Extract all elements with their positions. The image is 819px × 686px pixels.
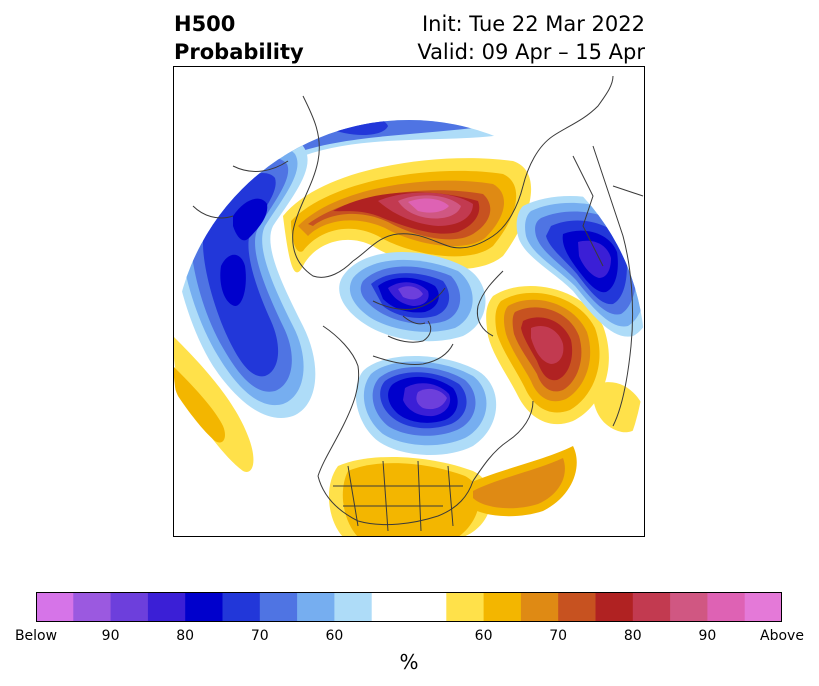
product-label: Probability: [174, 40, 304, 64]
warm-anomaly-se-us: [328, 446, 577, 537]
colorbar-cell: [222, 592, 261, 622]
colorbar-cell: [147, 592, 186, 622]
colorbar: [36, 592, 782, 622]
colorbar-tick-label: 90: [101, 628, 120, 644]
colorbar-tick-label: 90: [698, 628, 717, 644]
colorbar-tick-label: Below: [14, 628, 58, 644]
colorbar-tick-label: 80: [623, 628, 642, 644]
colorbar-cell: [73, 592, 112, 622]
colorbar-tick-label: Above: [760, 628, 804, 644]
colorbar-cell: [446, 592, 485, 622]
colorbar-cell: [707, 592, 746, 622]
colorbar-cell: [297, 592, 335, 622]
colorbar-cell: [409, 592, 447, 622]
colorbar-unit: %: [399, 650, 419, 674]
colorbar-cell: [371, 592, 410, 622]
colorbar-cell: [185, 592, 223, 622]
colorbar-cell: [110, 592, 149, 622]
colorbar-cell: [744, 592, 782, 622]
colorbar-tick-label: 70: [250, 628, 269, 644]
variable-label: H500: [174, 12, 236, 36]
colorbar-cell: [632, 592, 671, 622]
colorbar-cell: [36, 592, 74, 622]
valid-range: Valid: 09 Apr – 15 Apr: [417, 40, 645, 64]
colorbar-tick-label: 60: [325, 628, 344, 644]
cold-anomaly-greenland: [355, 356, 497, 456]
colorbar-cell: [558, 592, 596, 622]
init-date: Init: Tue 22 Mar 2022: [421, 12, 645, 36]
colorbar-cell: [595, 592, 634, 622]
warm-anomaly-n-canada: [283, 158, 532, 273]
coastlines: [192, 75, 644, 532]
warm-anomaly-e-pacific: [173, 336, 254, 472]
colorbar-cell: [334, 592, 373, 622]
colorbar-cell: [259, 592, 298, 622]
map-title: H500 Probability: [174, 10, 304, 66]
colorbar-tick-label: 70: [549, 628, 568, 644]
cold-anomaly-central-arctic: [339, 252, 486, 342]
warm-anomaly-atlantic: [592, 382, 644, 433]
warm-anomaly-scandinavia: [486, 286, 609, 425]
probability-map: [173, 66, 645, 537]
date-info: Init: Tue 22 Mar 2022 Valid: 09 Apr – 15…: [330, 10, 645, 66]
colorbar-cell: [520, 592, 559, 622]
colorbar-cell: [670, 592, 708, 622]
colorbar-cell: [483, 592, 522, 622]
colorbar-tick-label: 80: [176, 628, 195, 644]
colorbar-tick-label: 60: [474, 628, 493, 644]
